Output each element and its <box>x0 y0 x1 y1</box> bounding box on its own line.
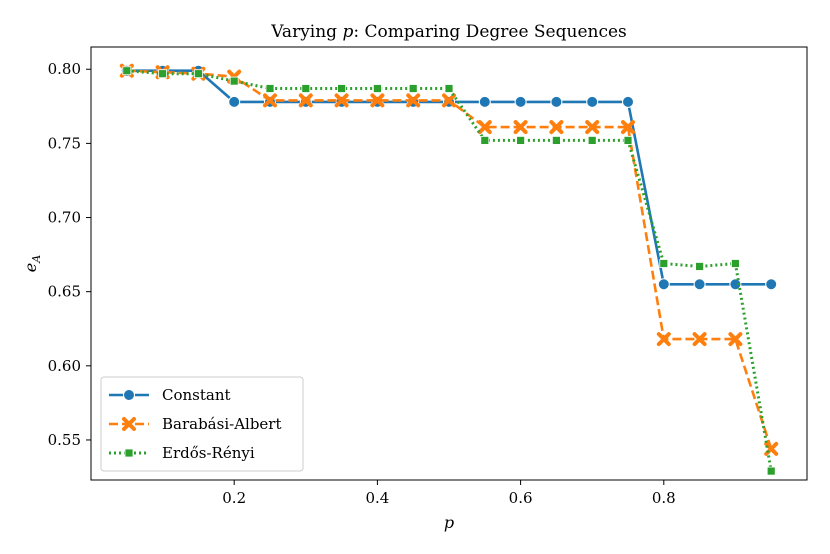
data-point <box>408 84 418 93</box>
series-erdos-renyi <box>122 66 776 476</box>
data-point <box>550 95 563 108</box>
x-tick-label: 0.6 <box>509 489 533 507</box>
data-point <box>765 278 778 291</box>
data-point <box>695 262 704 271</box>
data-point <box>444 84 454 93</box>
data-point <box>549 120 564 135</box>
data-point <box>585 120 600 135</box>
data-point <box>301 84 311 93</box>
data-point <box>158 69 168 79</box>
y-axis-label: eA <box>21 255 43 272</box>
data-point <box>442 93 456 108</box>
data-point <box>692 332 707 347</box>
data-point <box>623 136 633 145</box>
data-point <box>370 93 385 108</box>
data-point <box>656 332 671 347</box>
series-layer <box>119 63 779 476</box>
data-point <box>659 259 669 268</box>
y-tick-label: 0.75 <box>48 134 81 152</box>
x-tick-label: 0.4 <box>365 489 389 507</box>
data-point <box>263 93 277 108</box>
data-point <box>586 95 599 108</box>
legend-marker <box>122 417 136 431</box>
x-axis-label: p <box>444 513 454 532</box>
data-point <box>477 120 492 135</box>
data-point <box>406 93 421 108</box>
data-point <box>480 136 490 145</box>
x-tick-label: 0.2 <box>222 489 246 507</box>
data-point <box>478 95 491 108</box>
data-point <box>228 95 241 108</box>
y-tick-label: 0.55 <box>48 431 81 449</box>
data-point <box>731 259 740 268</box>
legend-item: Constant <box>109 386 231 404</box>
data-point <box>657 278 670 291</box>
data-point <box>193 69 203 79</box>
y-tick-label: 0.65 <box>48 283 81 301</box>
legend-box <box>100 376 304 472</box>
legend-label: Barabási-Albert <box>162 415 282 433</box>
data-point <box>729 278 742 291</box>
data-point <box>265 84 275 93</box>
y-tick-label: 0.80 <box>48 60 81 78</box>
data-point <box>516 136 525 145</box>
data-point <box>334 93 349 108</box>
data-point <box>622 95 634 108</box>
legend-item: Barabási-Albert <box>109 415 282 433</box>
legend-item: Erdős-Rényi <box>109 444 255 462</box>
legend-marker <box>123 389 135 401</box>
data-point <box>587 136 597 145</box>
data-point <box>552 136 561 145</box>
plot-frame <box>90 46 808 481</box>
legend: Constant Barabási-Albert Erdős-Rényi <box>100 376 304 472</box>
legend-marker <box>124 448 134 458</box>
data-point <box>693 278 706 291</box>
y-tick-label: 0.60 <box>48 357 81 375</box>
y-tick-label: 0.70 <box>48 209 81 227</box>
chart-title: Varying p: Comparing Degree Sequences <box>270 22 627 42</box>
data-point <box>298 93 313 108</box>
data-point <box>766 466 776 476</box>
legend-label: Constant <box>162 386 231 404</box>
data-point <box>514 95 527 108</box>
data-point <box>229 76 239 86</box>
data-point <box>513 120 528 135</box>
data-point <box>728 332 743 347</box>
axes-layer: 0.2 0.4 0.6 0.8 0.55 0.60 0.65 0.70 0.75 0.80 <box>48 60 676 507</box>
data-point <box>621 120 635 135</box>
data-point <box>372 84 382 93</box>
legend-label: Erdős-Rényi <box>162 444 255 462</box>
data-point <box>122 66 132 76</box>
data-point <box>337 84 347 93</box>
x-tick-label: 0.8 <box>652 489 676 507</box>
